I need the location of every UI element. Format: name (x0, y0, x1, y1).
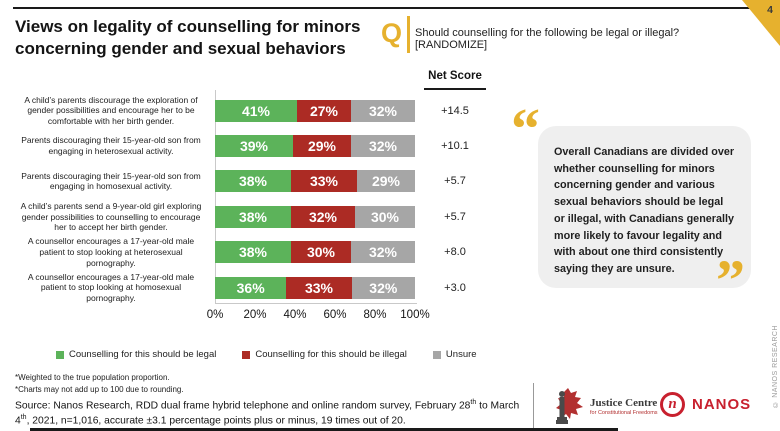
legend-swatch-icon (56, 350, 64, 359)
justice-centre-name: Justice Centre (590, 396, 658, 409)
summary-quote-text: Overall Canadians are divided over wheth… (554, 146, 735, 276)
legend-label: Counselling for this should be legal (69, 349, 217, 360)
legend-item: Counselling for this should be legal (56, 349, 216, 360)
corner-triangle-decoration (742, 0, 780, 46)
bar-segment: 32% (291, 205, 355, 228)
bar-segment: 32% (351, 276, 415, 299)
chart-row: A counsellor encourages a 17-year-old ma… (15, 235, 510, 270)
x-tick-label: 100% (400, 309, 430, 321)
stacked-bar: 41% 27% 32% (215, 99, 415, 122)
copyright-vertical-text: © NANOS RESEARCH (772, 325, 779, 408)
category-label: A child’s parents discourage the explora… (24, 94, 198, 126)
chart-row: Parents discouraging their 15-year-old s… (15, 128, 510, 163)
stacked-bar: 39% 29% 32% (215, 135, 415, 158)
footnotes: *Weighted to the true population proport… (15, 372, 184, 397)
chart-legend: Counselling for this should be legal Coun… (56, 349, 477, 360)
bar-segment: 30% (355, 205, 415, 228)
category-label: Parents discouraging their 15-year-old s… (21, 135, 201, 157)
x-tick-label: 20% (243, 309, 267, 321)
chart-row: A counsellor encourages a 17-year-old ma… (15, 270, 510, 305)
bar-segment: 33% (286, 276, 352, 299)
bar-segment: 33% (291, 170, 357, 193)
bar-segment: 38% (215, 170, 291, 193)
footnote-line: *Charts may not add up to 100 due to rou… (15, 385, 184, 395)
question-divider-line (407, 16, 410, 53)
legend-swatch-icon (242, 350, 251, 359)
x-tick-label: 60% (323, 309, 347, 321)
net-score-value: +3.0 (444, 281, 466, 294)
source-text-segment: to March 4 (15, 400, 520, 427)
slide-title: Views on legality of counselling for min… (15, 17, 361, 59)
y-axis-line (215, 90, 216, 303)
legend-label: Unsure (445, 349, 477, 360)
legend-label: Counselling for this should be illegal (255, 349, 407, 360)
chart-row: Parents discouraging their 15-year-old s… (15, 164, 510, 199)
open-quote-icon: “ (511, 96, 540, 161)
bottom-divider-line (30, 428, 618, 431)
x-axis-line (215, 303, 417, 304)
stacked-bar-chart: A child’s parents discourage the explora… (15, 93, 510, 305)
nanos-circle-n-icon: n (660, 392, 685, 417)
justice-centre-tagline: for Constitutional Freedoms (590, 409, 658, 416)
legend-swatch-icon (432, 350, 441, 359)
stacked-bar: 38% 32% 30% (215, 205, 415, 228)
footer-divider-line (533, 383, 534, 428)
nanos-logo: n NANOS (660, 392, 751, 417)
chart-row: A child’s parents discourage the explora… (15, 93, 510, 128)
bar-segment: 38% (215, 205, 291, 228)
chart-row: A child’s parents send a 9-year-old girl… (15, 199, 510, 234)
stacked-bar: 36% 33% 32% (215, 276, 415, 299)
source-text-segment: th (20, 414, 27, 422)
justice-centre-logo: Justice Centre for Constitutional Freedo… (550, 386, 658, 426)
net-score-value: +14.5 (441, 104, 469, 117)
source-note: Source: Nanos Research, RDD dual frame h… (15, 398, 527, 429)
net-score-underline (424, 88, 486, 90)
net-score-header: Net Score (428, 70, 482, 82)
bar-segment: 30% (291, 241, 351, 264)
x-tick-label: 0% (206, 309, 224, 321)
bar-segment: 29% (293, 135, 351, 158)
source-text-segment: Source: Nanos Research, RDD dual frame h… (15, 400, 471, 412)
stacked-bar: 38% 33% 29% (215, 170, 415, 193)
net-score-value: +5.7 (444, 175, 466, 188)
source-text-segment: th (470, 399, 477, 406)
bar-segment: 39% (215, 135, 293, 158)
bar-segment: 29% (357, 170, 415, 193)
bar-segment: 36% (215, 276, 287, 299)
question-q-icon: Q (381, 18, 403, 48)
net-score-value: +10.1 (441, 140, 469, 153)
legend-item: Unsure (432, 349, 477, 360)
nanos-wordmark: NANOS (692, 396, 752, 413)
bar-segment: 32% (351, 241, 415, 264)
bar-segment: 27% (297, 99, 351, 122)
net-score-value: +5.7 (444, 210, 466, 223)
bar-segment: 32% (351, 135, 415, 158)
survey-question: Should counselling for the following be … (415, 27, 680, 51)
net-score-value: +8.0 (444, 246, 466, 259)
category-label: A counsellor encourages a 17-year-old ma… (27, 236, 195, 268)
category-label: A child’s parents send a 9-year-old girl… (20, 200, 202, 233)
bar-segment: 32% (351, 99, 415, 122)
category-label: A counsellor encourages a 17-year-old ma… (27, 271, 195, 303)
close-quote-icon: ” (716, 248, 745, 313)
top-divider-line (13, 7, 760, 9)
source-text-segment: , 2021, n=1,016, accurate ±3.1 percentag… (26, 415, 406, 427)
legend-item: Counselling for this should be illegal (242, 349, 407, 360)
bar-segment: 38% (215, 241, 291, 264)
x-tick-label: 40% (283, 309, 307, 321)
stacked-bar: 38% 30% 32% (215, 241, 415, 264)
bar-segment: 41% (215, 99, 297, 122)
footnote-line: *Weighted to the true population proport… (15, 373, 170, 382)
x-tick-label: 80% (363, 309, 387, 321)
category-label: Parents discouraging their 15-year-old s… (21, 170, 201, 192)
summary-quote-box: Overall Canadians are divided over wheth… (538, 126, 751, 288)
x-axis-ticks: 0% 20% 40% 60% 80% 100% (207, 309, 430, 323)
justice-centre-emblem-icon (556, 388, 583, 424)
page-number: 4 (767, 4, 773, 16)
